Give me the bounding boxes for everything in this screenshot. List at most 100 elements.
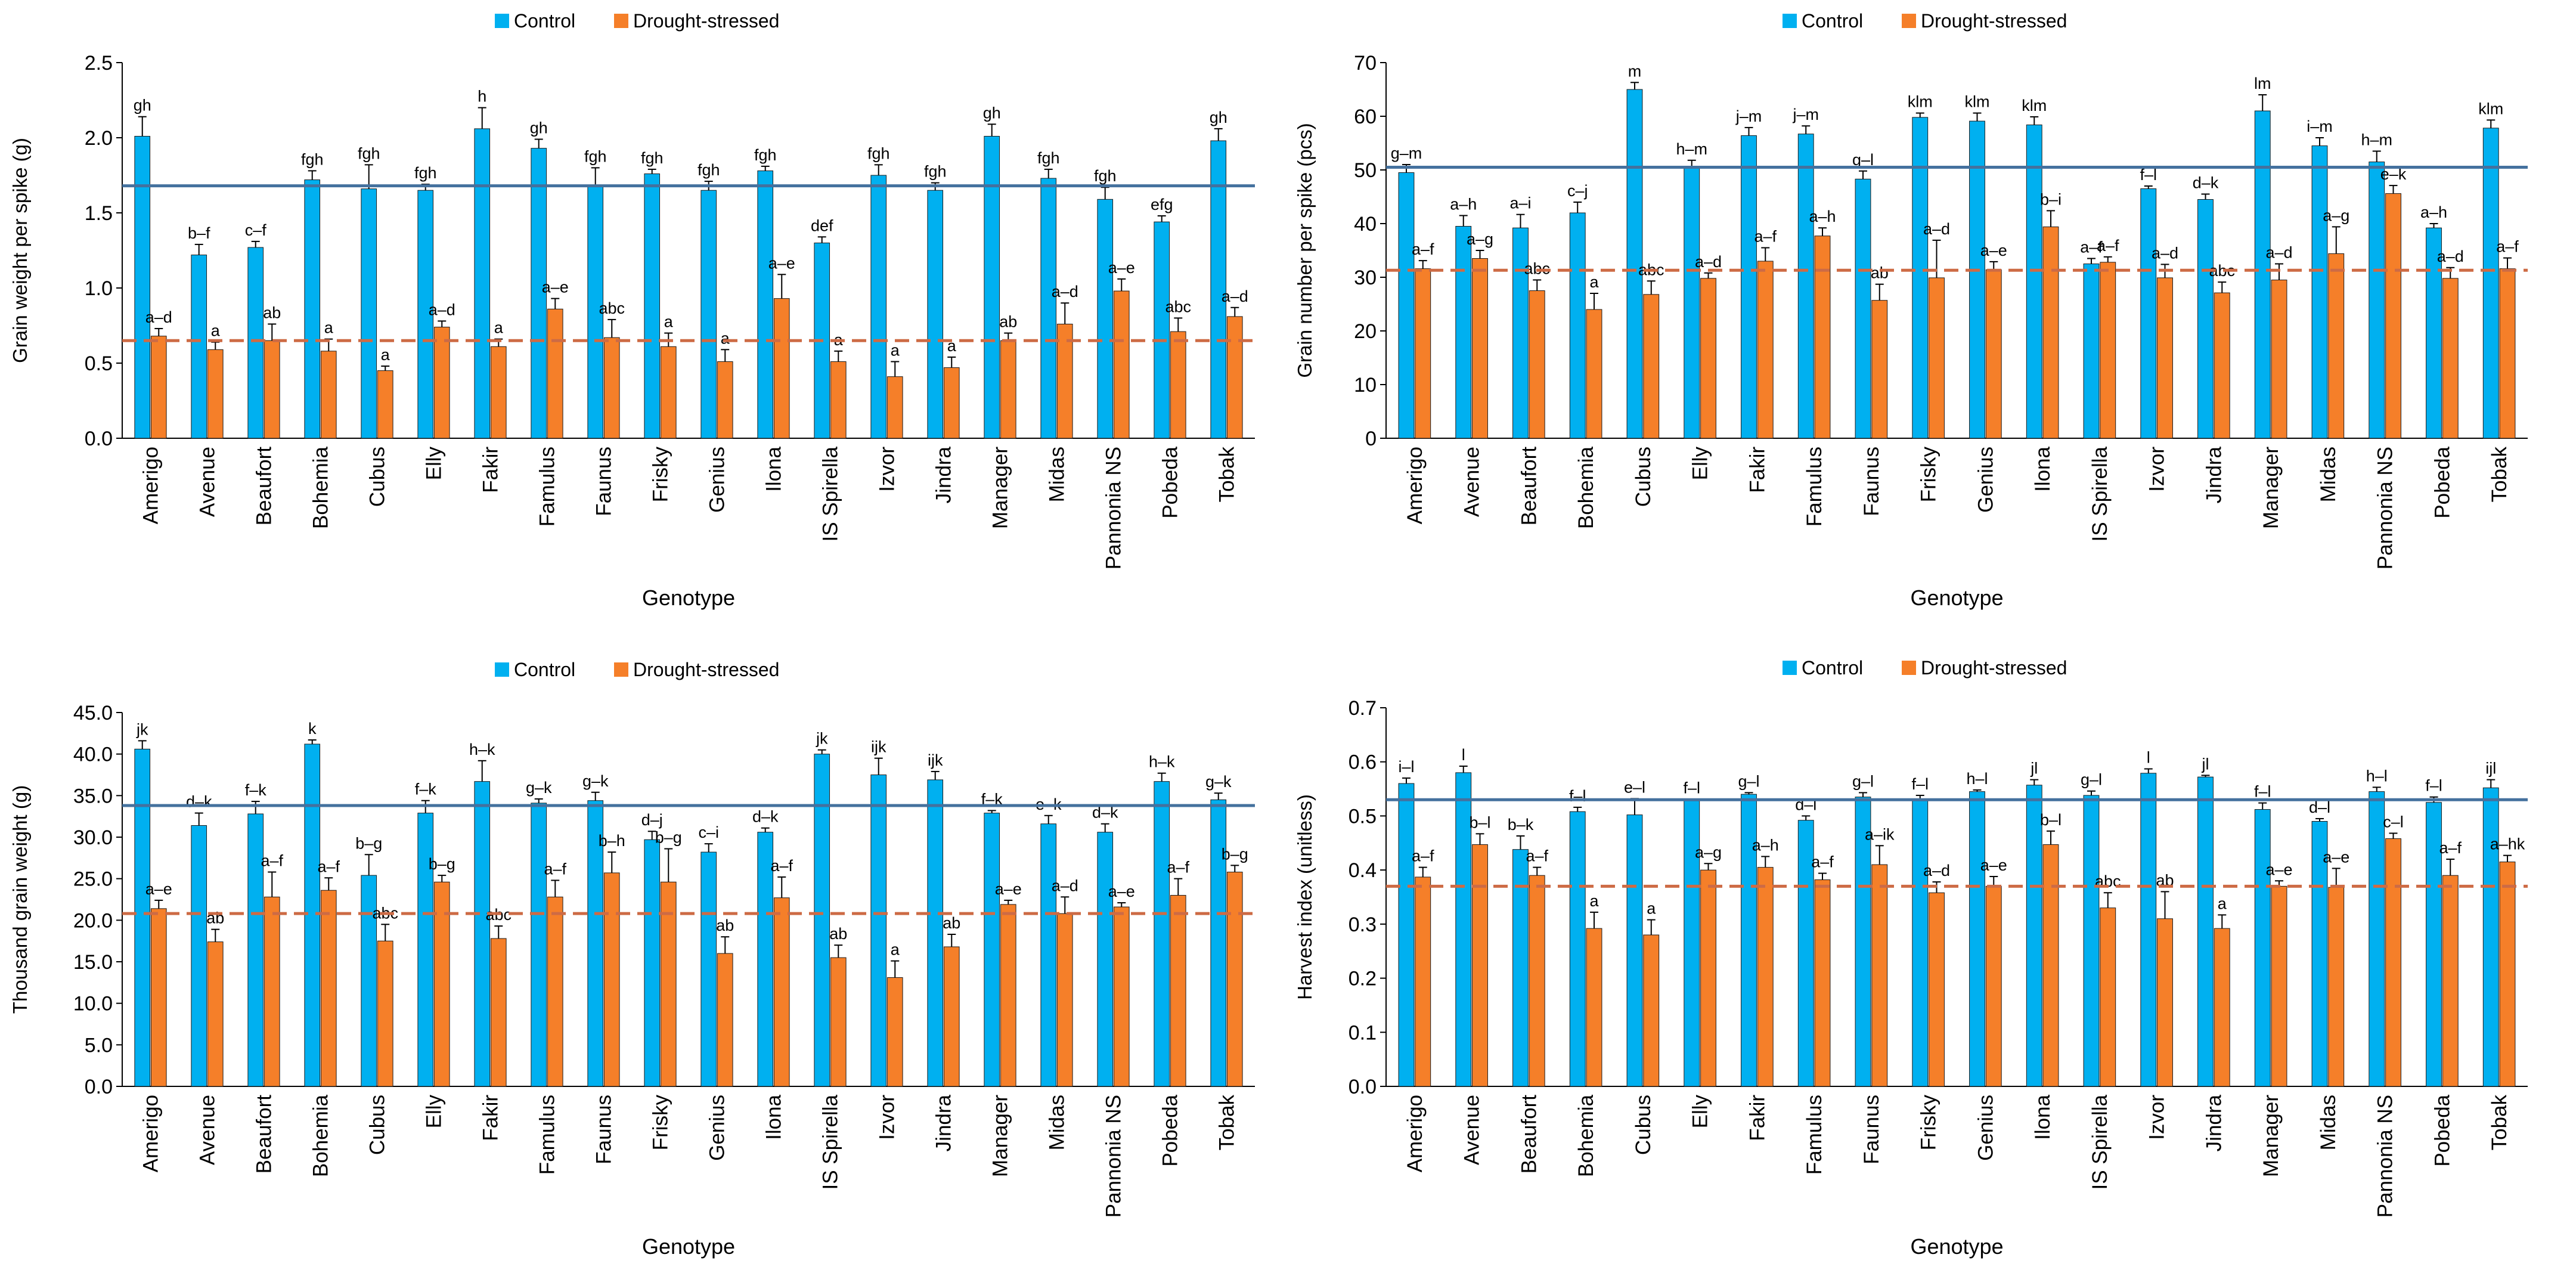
- bar-control-7: [1797, 134, 1814, 439]
- bar-drought-3: [320, 890, 337, 1087]
- bar-control-1: [1455, 772, 1472, 1087]
- bar-drought-4: [377, 940, 393, 1087]
- significance-label: a–e: [542, 278, 569, 296]
- bar-drought-4: [377, 370, 393, 439]
- bar-drought-6: [1757, 261, 1774, 439]
- x-tick-label: Midas: [2317, 1095, 2340, 1150]
- x-tick-label: Manager: [2259, 447, 2283, 529]
- bar-drought-14: [2214, 292, 2230, 439]
- x-tick-label: Pobeda: [1159, 446, 1182, 518]
- y-tick-label: 0.5: [1349, 805, 1377, 828]
- y-tick-label: 0.7: [1349, 697, 1377, 720]
- x-tick-label: Genius: [706, 447, 729, 513]
- significance-label: ab: [999, 313, 1017, 331]
- legend-label-drought: Drought-stressed: [1921, 10, 2067, 32]
- significance-label: a–e: [145, 880, 172, 898]
- x-tick-label: Ilona: [2031, 446, 2054, 491]
- significance-label: l: [2147, 749, 2150, 767]
- significance-label: jk: [136, 720, 148, 738]
- bar-drought-10: [717, 953, 733, 1087]
- x-tick-label: Pannonia NS: [2374, 1095, 2397, 1218]
- y-tick-label: 70: [1354, 52, 1377, 75]
- x-tick-label: Cubus: [366, 447, 389, 507]
- bar-drought-4: [1643, 934, 1660, 1087]
- x-tick-label: Faunus: [593, 447, 616, 516]
- y-axis-label: Grain weight per spike (g): [9, 138, 31, 363]
- bar-control-15: [2254, 110, 2271, 439]
- x-tick-label: Pannonia NS: [1102, 1095, 1126, 1218]
- bar-drought-17: [1113, 906, 1130, 1087]
- bar-drought-18: [2442, 875, 2459, 1087]
- significance-label: fgh: [924, 163, 947, 181]
- bar-drought-0: [150, 336, 167, 439]
- x-tick-label: Frisky: [649, 1095, 672, 1151]
- significance-label: g–l: [1852, 151, 1874, 169]
- bar-control-9: [644, 839, 661, 1087]
- significance-label: a–d: [1052, 283, 1078, 301]
- x-tick-label: Fakir: [479, 447, 503, 493]
- bar-drought-5: [1700, 869, 1716, 1087]
- x-tick-label: Beaufort: [1517, 1095, 1540, 1174]
- x-tick-label: Famulus: [1803, 1095, 1826, 1175]
- significance-label: b–k: [1508, 816, 1534, 834]
- significance-label: a–f: [544, 860, 567, 878]
- x-tick-label: Ilona: [762, 1094, 786, 1139]
- significance-label: h–m: [1676, 140, 1707, 158]
- significance-label: a–f: [1754, 228, 1777, 246]
- x-tick-label: Amerigo: [140, 447, 163, 524]
- x-tick-label: Manager: [2259, 1095, 2283, 1177]
- significance-label: c–j: [1567, 182, 1588, 200]
- x-axis-label: Genotype: [1910, 1234, 2003, 1259]
- significance-label: f–l: [2254, 783, 2271, 801]
- x-tick-label: IS Spirella: [819, 446, 842, 541]
- x-tick-label: Ilona: [2031, 1094, 2054, 1139]
- bar-control-1: [191, 825, 207, 1087]
- significance-label: f–k: [415, 780, 437, 798]
- bar-drought-15: [2271, 280, 2287, 439]
- significance-label: ijk: [871, 738, 886, 756]
- bar-control-4: [1626, 814, 1643, 1087]
- significance-label: i–m: [2307, 117, 2333, 135]
- x-tick-label: Frisky: [1917, 1095, 1940, 1151]
- significance-label: a–h: [1450, 196, 1477, 213]
- significance-label: a–f: [1526, 847, 1548, 865]
- significance-label: fgh: [641, 149, 664, 167]
- bar-control-9: [1912, 800, 1929, 1087]
- significance-label: k: [308, 720, 317, 738]
- bar-control-15: [984, 813, 1000, 1087]
- x-tick-label: Pobeda: [2431, 446, 2454, 518]
- y-tick-label: 1.5: [85, 202, 113, 225]
- significance-label: ab: [943, 914, 960, 932]
- significance-label: a–e: [1980, 856, 2007, 874]
- x-tick-label: Bohemia: [309, 446, 333, 529]
- bar-drought-11: [773, 897, 790, 1087]
- bar-drought-1: [207, 349, 224, 439]
- significance-label: efg: [1151, 196, 1173, 213]
- bar-control-16: [1040, 823, 1057, 1087]
- bar-control-10: [1969, 120, 1985, 439]
- legend-label-drought: Drought-stressed: [1921, 657, 2067, 679]
- significance-label: g–k: [1205, 773, 1232, 791]
- bar-control-11: [757, 832, 774, 1087]
- significance-label: b–g: [1222, 845, 1248, 863]
- significance-label: a–d: [1222, 287, 1248, 305]
- bar-drought-10: [1985, 885, 2002, 1087]
- bar-drought-12: [830, 957, 847, 1087]
- significance-label: g–l: [1852, 772, 1874, 790]
- significance-label: gh: [1210, 109, 1227, 126]
- bar-drought-8: [603, 872, 620, 1087]
- significance-label: abc: [1165, 298, 1192, 315]
- significance-label: l: [1462, 746, 1465, 764]
- legend-label-control: Control: [1802, 657, 1863, 679]
- significance-label: a–hk: [2490, 835, 2525, 853]
- bar-drought-11: [2042, 844, 2059, 1087]
- bar-control-2: [247, 247, 264, 439]
- significance-label: i–l: [1398, 758, 1414, 776]
- bar-drought-12: [2100, 262, 2116, 439]
- legend-swatch-drought: [1902, 14, 1916, 28]
- significance-label: c–l: [2383, 813, 2404, 831]
- legend-swatch-control: [495, 662, 509, 677]
- bar-control-10: [700, 190, 717, 439]
- x-axis-label: Genotype: [642, 586, 735, 610]
